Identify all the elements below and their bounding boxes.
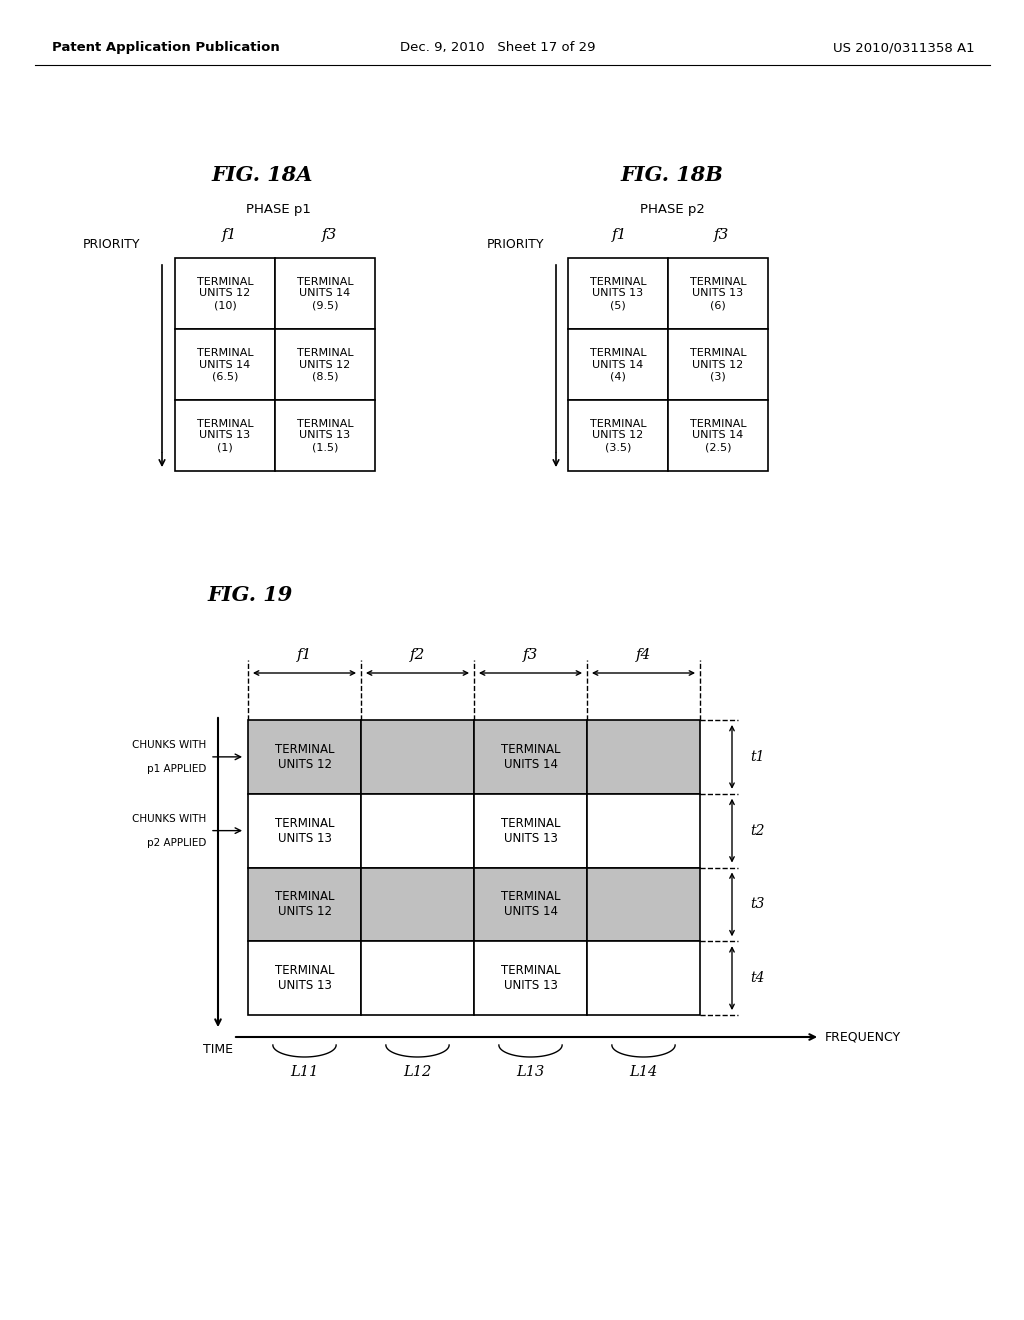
Text: FIG. 18A: FIG. 18A bbox=[211, 165, 312, 185]
Bar bbox=[587, 793, 700, 867]
Text: PRIORITY: PRIORITY bbox=[486, 239, 544, 252]
Text: TERMINAL
UNITS 13
(5): TERMINAL UNITS 13 (5) bbox=[590, 277, 646, 310]
Text: f4: f4 bbox=[636, 648, 651, 663]
Text: FIG. 19: FIG. 19 bbox=[208, 585, 293, 605]
Text: t3: t3 bbox=[750, 898, 765, 911]
Bar bbox=[361, 867, 474, 941]
Bar bbox=[587, 867, 700, 941]
Text: TERMINAL
UNITS 14
(4): TERMINAL UNITS 14 (4) bbox=[590, 348, 646, 381]
Bar bbox=[248, 793, 361, 867]
Text: f3: f3 bbox=[715, 228, 730, 242]
Bar bbox=[275, 257, 375, 329]
Text: p1 APPLIED: p1 APPLIED bbox=[146, 764, 206, 774]
Text: TIME: TIME bbox=[203, 1043, 233, 1056]
Text: CHUNKS WITH: CHUNKS WITH bbox=[132, 813, 206, 824]
Text: FIG. 18B: FIG. 18B bbox=[621, 165, 723, 185]
Text: t4: t4 bbox=[750, 972, 765, 985]
Text: f1: f1 bbox=[222, 228, 238, 242]
Text: TERMINAL
UNITS 13: TERMINAL UNITS 13 bbox=[274, 964, 334, 993]
Text: f1: f1 bbox=[612, 228, 628, 242]
Text: L11: L11 bbox=[291, 1065, 318, 1078]
Bar bbox=[474, 719, 587, 793]
Text: f3: f3 bbox=[323, 228, 338, 242]
Bar bbox=[275, 329, 375, 400]
Bar bbox=[175, 257, 275, 329]
Text: TERMINAL
UNITS 14
(6.5): TERMINAL UNITS 14 (6.5) bbox=[197, 348, 253, 381]
Bar bbox=[248, 867, 361, 941]
Text: TERMINAL
UNITS 13: TERMINAL UNITS 13 bbox=[501, 964, 560, 993]
Text: L12: L12 bbox=[403, 1065, 432, 1078]
Text: TERMINAL
UNITS 13
(1.5): TERMINAL UNITS 13 (1.5) bbox=[297, 418, 353, 451]
Text: f1: f1 bbox=[297, 648, 312, 663]
Text: TERMINAL
UNITS 12
(10): TERMINAL UNITS 12 (10) bbox=[197, 277, 253, 310]
Bar bbox=[248, 719, 361, 793]
Bar bbox=[474, 793, 587, 867]
Bar bbox=[361, 719, 474, 793]
Bar bbox=[275, 400, 375, 471]
Bar bbox=[175, 400, 275, 471]
Text: PHASE p2: PHASE p2 bbox=[640, 203, 705, 216]
Bar bbox=[474, 941, 587, 1015]
Text: TERMINAL
UNITS 13: TERMINAL UNITS 13 bbox=[501, 817, 560, 845]
Text: p2 APPLIED: p2 APPLIED bbox=[146, 838, 206, 847]
Text: US 2010/0311358 A1: US 2010/0311358 A1 bbox=[834, 41, 975, 54]
Text: Dec. 9, 2010   Sheet 17 of 29: Dec. 9, 2010 Sheet 17 of 29 bbox=[400, 41, 596, 54]
Bar bbox=[587, 941, 700, 1015]
Bar bbox=[668, 257, 768, 329]
Bar bbox=[668, 329, 768, 400]
Text: TERMINAL
UNITS 14
(9.5): TERMINAL UNITS 14 (9.5) bbox=[297, 277, 353, 310]
Bar bbox=[175, 329, 275, 400]
Text: TERMINAL
UNITS 12
(3.5): TERMINAL UNITS 12 (3.5) bbox=[590, 418, 646, 451]
Bar bbox=[568, 257, 668, 329]
Text: L13: L13 bbox=[516, 1065, 545, 1078]
Text: t2: t2 bbox=[750, 824, 765, 838]
Bar bbox=[248, 941, 361, 1015]
Bar bbox=[361, 793, 474, 867]
Text: TERMINAL
UNITS 12
(8.5): TERMINAL UNITS 12 (8.5) bbox=[297, 348, 353, 381]
Text: t1: t1 bbox=[750, 750, 765, 764]
Text: PHASE p1: PHASE p1 bbox=[246, 203, 310, 216]
Text: TERMINAL
UNITS 12: TERMINAL UNITS 12 bbox=[274, 891, 334, 919]
Text: TERMINAL
UNITS 14: TERMINAL UNITS 14 bbox=[501, 891, 560, 919]
Text: TERMINAL
UNITS 12
(3): TERMINAL UNITS 12 (3) bbox=[690, 348, 746, 381]
Bar bbox=[668, 400, 768, 471]
Text: TERMINAL
UNITS 14
(2.5): TERMINAL UNITS 14 (2.5) bbox=[690, 418, 746, 451]
Text: L14: L14 bbox=[630, 1065, 657, 1078]
Text: TERMINAL
UNITS 13
(6): TERMINAL UNITS 13 (6) bbox=[690, 277, 746, 310]
Text: Patent Application Publication: Patent Application Publication bbox=[52, 41, 280, 54]
Bar bbox=[568, 400, 668, 471]
Bar bbox=[587, 719, 700, 793]
Bar bbox=[361, 941, 474, 1015]
Text: TERMINAL
UNITS 13
(1): TERMINAL UNITS 13 (1) bbox=[197, 418, 253, 451]
Text: TERMINAL
UNITS 14: TERMINAL UNITS 14 bbox=[501, 743, 560, 771]
Text: TERMINAL
UNITS 13: TERMINAL UNITS 13 bbox=[274, 817, 334, 845]
Bar bbox=[568, 329, 668, 400]
Text: f2: f2 bbox=[410, 648, 425, 663]
Text: f3: f3 bbox=[523, 648, 539, 663]
Bar bbox=[474, 867, 587, 941]
Text: PRIORITY: PRIORITY bbox=[83, 239, 140, 252]
Text: FREQUENCY: FREQUENCY bbox=[825, 1031, 901, 1044]
Text: CHUNKS WITH: CHUNKS WITH bbox=[132, 741, 206, 750]
Text: TERMINAL
UNITS 12: TERMINAL UNITS 12 bbox=[274, 743, 334, 771]
